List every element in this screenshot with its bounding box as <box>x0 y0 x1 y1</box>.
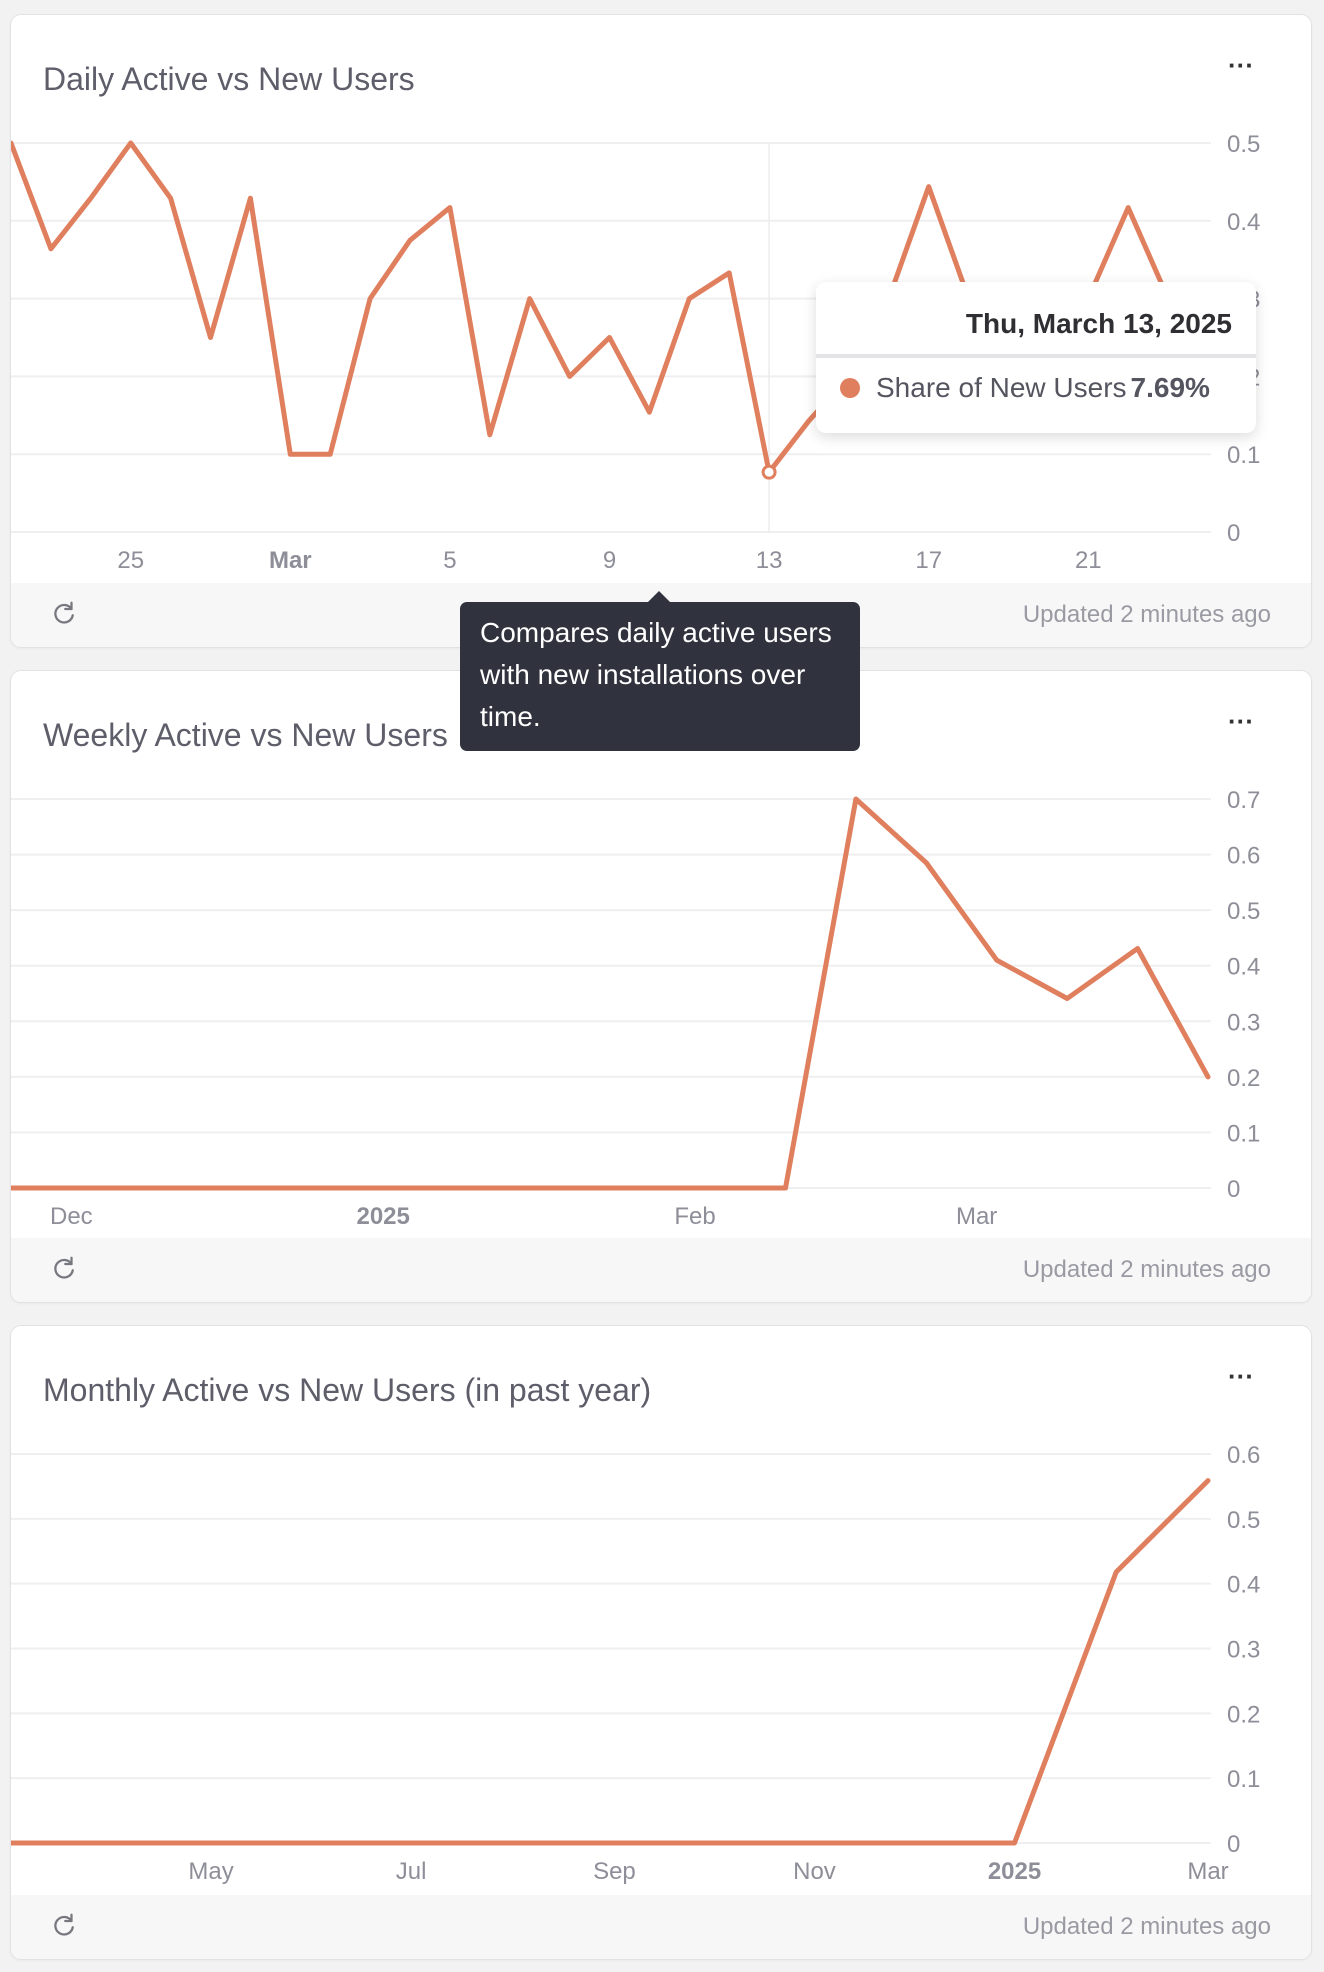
x-tick-label: 9 <box>603 547 616 574</box>
highlighted-point <box>761 464 777 480</box>
tooltip-value: 7.69% <box>1130 372 1210 403</box>
description-text: Compares daily active users with new ins… <box>480 617 832 732</box>
data-point-tooltip: Thu, March 13, 2025 Share of New Users 7… <box>816 282 1256 433</box>
ellipsis-icon[interactable]: ··· <box>1228 50 1254 80</box>
tooltip-row: Share of New Users 7.69% <box>840 372 1232 404</box>
x-tick-label: Jul <box>396 1858 427 1885</box>
x-tick-label: 17 <box>915 547 942 574</box>
card-title: Monthly Active vs New Users (in past yea… <box>43 1372 652 1408</box>
y-tick-label: 0.6 <box>1227 1442 1260 1469</box>
refresh-icon[interactable] <box>49 1911 79 1941</box>
y-tick-label: 0.7 <box>1227 787 1260 814</box>
y-tick-label: 0.1 <box>1227 1120 1260 1147</box>
y-tick-label: 0.1 <box>1227 1766 1260 1793</box>
card-title: Weekly Active vs New Users <box>43 717 448 753</box>
card-footer: Updated 2 minutes ago <box>11 1895 1311 1959</box>
card-footer: Updated 2 minutes ago <box>11 1238 1311 1302</box>
refresh-icon[interactable] <box>49 1254 79 1284</box>
y-tick-label: 0.2 <box>1227 1065 1260 1092</box>
tooltip-divider <box>816 354 1256 358</box>
y-tick-label: 0 <box>1227 1831 1240 1858</box>
x-tick-label: Sep <box>593 1858 636 1885</box>
weekly-chart-card: Weekly Active vs New Users ··· 0 0.1 0.2 0.… <box>10 670 1312 1303</box>
x-tick-label: Mar <box>1187 1858 1228 1885</box>
x-tick-label: 5 <box>443 547 456 574</box>
y-tick-label: 0.3 <box>1227 1637 1260 1664</box>
ellipsis-icon[interactable]: ··· <box>1228 1361 1254 1391</box>
x-tick-label: Dec <box>50 1203 93 1230</box>
monthly-line-chart: 0 0.1 0.2 0.3 0.4 0.5 0.6 May Jul Sep Nov 2025 Mar <box>11 1442 1260 1885</box>
x-tick-label: 2025 <box>988 1858 1041 1885</box>
x-tick-label: Mar <box>269 547 312 574</box>
tooltip-series: Share of New Users <box>876 372 1127 403</box>
ellipsis-icon[interactable]: ··· <box>1228 706 1254 736</box>
updated-status: Updated 2 minutes ago <box>1022 601 1271 628</box>
monthly-chart-card: Monthly Active vs New Users (in past yea… <box>10 1325 1312 1960</box>
y-tick-label: 0.4 <box>1227 209 1260 236</box>
tooltip-date: Thu, March 13, 2025 <box>965 308 1232 339</box>
y-tick-label: 0.5 <box>1227 131 1260 158</box>
x-tick-label: 25 <box>117 547 144 574</box>
series-line <box>11 1478 1211 1846</box>
y-tick-label: 0.4 <box>1227 954 1260 981</box>
x-tick-label: 13 <box>756 547 783 574</box>
y-tick-label: 0.4 <box>1227 1572 1260 1599</box>
x-tick-label: Mar <box>956 1203 997 1230</box>
card-title: Daily Active vs New Users <box>43 61 415 97</box>
series-dot-icon <box>840 378 860 398</box>
refresh-icon[interactable] <box>49 599 79 629</box>
y-tick-label: 0.3 <box>1227 1009 1260 1036</box>
tooltip-arrow <box>648 591 670 602</box>
y-tick-label: 0.1 <box>1227 442 1260 469</box>
series-line <box>11 796 1211 1191</box>
description-tooltip: Compares daily active users with new ins… <box>460 591 860 751</box>
y-tick-label: 0.6 <box>1227 843 1260 870</box>
x-tick-label: Feb <box>674 1203 715 1230</box>
y-tick-label: 0.5 <box>1227 898 1260 925</box>
x-tick-label: May <box>188 1858 233 1885</box>
updated-status: Updated 2 minutes ago <box>1022 1913 1271 1940</box>
updated-status: Updated 2 minutes ago <box>1022 1256 1271 1283</box>
x-tick-label: Nov <box>793 1858 836 1885</box>
y-tick-label: 0.5 <box>1227 1507 1260 1534</box>
y-tick-label: 0.2 <box>1227 1701 1260 1728</box>
weekly-line-chart: 0 0.1 0.2 0.3 0.4 0.5 0.6 0.7 Dec 2025 Feb Mar <box>11 787 1260 1230</box>
x-tick-label: 2025 <box>356 1203 409 1230</box>
x-tick-label: 21 <box>1075 547 1102 574</box>
y-tick-label: 0 <box>1227 520 1240 547</box>
y-tick-label: 0 <box>1227 1176 1240 1203</box>
